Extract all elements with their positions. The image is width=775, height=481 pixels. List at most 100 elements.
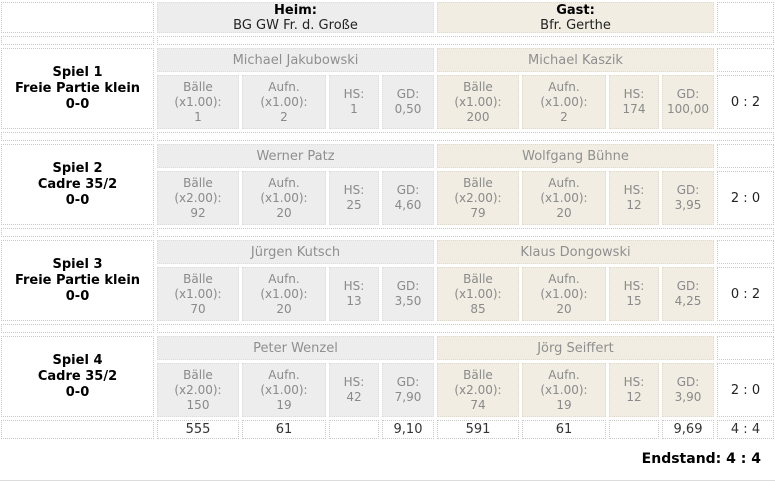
- innings-value: 20: [556, 205, 572, 220]
- game-3-label: Spiel 3 Freie Partie klein 0-0: [1, 240, 154, 321]
- gd-value: 0,50: [394, 102, 422, 116]
- home-hs-cell: HS: 42: [329, 363, 379, 417]
- home-innings-cell: Aufn. (x1.00): 19: [242, 363, 326, 417]
- home-player-name: Jürgen Kutsch: [157, 240, 434, 264]
- spacer-row: [1, 132, 775, 141]
- hs-label: HS:: [623, 183, 645, 197]
- hs-label: HS:: [343, 375, 365, 389]
- header-row: Heim: BG GW Fr. d. Große Gast: Bfr. Gert…: [1, 2, 775, 33]
- home-balls-cell: Bälle (x1.00): 1: [157, 75, 239, 129]
- guest-balls-cell: Bälle (x1.00): 85: [437, 267, 519, 321]
- innings-label: Aufn.: [548, 175, 580, 190]
- home-hs-cell: HS: 25: [329, 171, 379, 225]
- home-team-header: Heim: BG GW Fr. d. Große: [157, 2, 434, 33]
- gd-label: GD:: [676, 183, 700, 197]
- guest-hs-cell: HS: 12: [609, 171, 659, 225]
- guest-innings-cell: Aufn. (x1.00): 20: [522, 171, 606, 225]
- totals-home-balls: 555: [157, 420, 239, 439]
- hs-label: HS:: [623, 375, 645, 389]
- game-name: Spiel 1: [52, 64, 103, 80]
- game-1-score: 0 : 2: [717, 75, 774, 129]
- hs-value: 13: [346, 294, 362, 308]
- innings-value: 19: [276, 397, 292, 412]
- spacer-cell: [1, 132, 154, 141]
- stats-row: Bälle (x1.00): 1 Aufn. (x1.00): 2 HS: 1 …: [157, 75, 774, 129]
- balls-value: 150: [186, 397, 210, 412]
- player-name-row: Werner Patz Wolfgang Bühne: [157, 144, 774, 168]
- guest-gd-cell: GD: 100,00: [662, 75, 714, 129]
- gd-value: 3,90: [674, 390, 702, 404]
- game-2-main: Werner Patz Wolfgang Bühne Bälle (x2.00)…: [157, 144, 774, 225]
- balls-label: Bälle: [463, 367, 493, 382]
- gd-label: GD:: [396, 183, 420, 197]
- home-gd-cell: GD: 0,50: [382, 75, 434, 129]
- player-name-row: Peter Wenzel Jörg Seiffert: [157, 336, 774, 360]
- home-team-name: BG GW Fr. d. Große: [233, 17, 358, 33]
- game-4-score: 2 : 0: [717, 363, 774, 417]
- totals-home-hs-empty: [329, 420, 379, 439]
- guest-player-name: Michael Kaszik: [437, 48, 714, 72]
- home-balls-cell: Bälle (x2.00): 150: [157, 363, 239, 417]
- innings-label: Aufn.: [548, 367, 580, 382]
- game-name: Spiel 3: [52, 256, 103, 272]
- gd-value: 3,50: [394, 294, 422, 308]
- home-balls-cell: Bälle (x1.00): 70: [157, 267, 239, 321]
- hs-value: 174: [622, 102, 646, 116]
- guest-balls-cell: Bälle (x2.00): 79: [437, 171, 519, 225]
- home-innings-cell: Aufn. (x1.00): 2: [242, 75, 326, 129]
- innings-value: 20: [276, 301, 292, 316]
- innings-multiplier: (x1.00):: [540, 382, 588, 397]
- score-spacer-cell: [717, 144, 774, 168]
- hs-value: 25: [346, 198, 362, 212]
- innings-label: Aufn.: [268, 367, 300, 382]
- balls-multiplier: (x1.00):: [454, 286, 502, 301]
- game-subscore: 0-0: [65, 192, 90, 208]
- game-block-4: Spiel 4 Cadre 35/2 0-0 Peter Wenzel Jörg…: [1, 336, 775, 417]
- spacer-row: [1, 36, 775, 45]
- game-name: Spiel 2: [52, 160, 103, 176]
- guest-balls-cell: Bälle (x2.00): 74: [437, 363, 519, 417]
- innings-label: Aufn.: [268, 175, 300, 190]
- hs-value: 12: [626, 198, 642, 212]
- home-player-name: Peter Wenzel: [157, 336, 434, 360]
- guest-innings-cell: Aufn. (x1.00): 2: [522, 75, 606, 129]
- game-discipline: Cadre 35/2: [37, 368, 118, 384]
- balls-value: 85: [470, 301, 486, 316]
- guest-player-name: Jörg Seiffert: [437, 336, 714, 360]
- innings-multiplier: (x1.00):: [260, 286, 308, 301]
- guest-innings-cell: Aufn. (x1.00): 19: [522, 363, 606, 417]
- totals-guest-gd: 9,69: [662, 420, 714, 439]
- game-3-main: Jürgen Kutsch Klaus Dongowski Bälle (x1.…: [157, 240, 774, 321]
- guest-team-header: Gast: Bfr. Gerthe: [437, 2, 714, 33]
- gd-label: GD:: [396, 87, 420, 101]
- spacer-cell: [1, 228, 154, 237]
- gd-value: 4,60: [394, 198, 422, 212]
- balls-multiplier: (x2.00):: [454, 190, 502, 205]
- guest-hs-cell: HS: 174: [609, 75, 659, 129]
- game-4-main: Peter Wenzel Jörg Seiffert Bälle (x2.00)…: [157, 336, 774, 417]
- home-gd-cell: GD: 7,90: [382, 363, 434, 417]
- gd-value: 7,90: [394, 390, 422, 404]
- home-balls-cell: Bälle (x2.00): 92: [157, 171, 239, 225]
- balls-multiplier: (x2.00):: [174, 382, 222, 397]
- spacer-row: [1, 324, 775, 333]
- gd-value: 3,95: [674, 198, 702, 212]
- game-block-2: Spiel 2 Cadre 35/2 0-0 Werner Patz Wolfg…: [1, 144, 775, 225]
- balls-value: 79: [470, 205, 486, 220]
- stats-row: Bälle (x1.00): 70 Aufn. (x1.00): 20 HS: …: [157, 267, 774, 321]
- guest-team-name: Bfr. Gerthe: [540, 17, 611, 33]
- game-4-label: Spiel 4 Cadre 35/2 0-0: [1, 336, 154, 417]
- score-spacer-cell: [717, 336, 774, 360]
- hs-label: HS:: [343, 87, 365, 101]
- hs-label: HS:: [623, 87, 645, 101]
- guest-player-name: Klaus Dongowski: [437, 240, 714, 264]
- innings-label: Aufn.: [268, 271, 300, 286]
- hs-label: HS:: [343, 183, 365, 197]
- header-right-empty-cell: [717, 2, 774, 33]
- game-subscore: 0-0: [65, 288, 90, 304]
- innings-multiplier: (x1.00):: [540, 286, 588, 301]
- gd-label: GD:: [396, 375, 420, 389]
- balls-label: Bälle: [183, 367, 213, 382]
- hs-value: 1: [350, 102, 358, 116]
